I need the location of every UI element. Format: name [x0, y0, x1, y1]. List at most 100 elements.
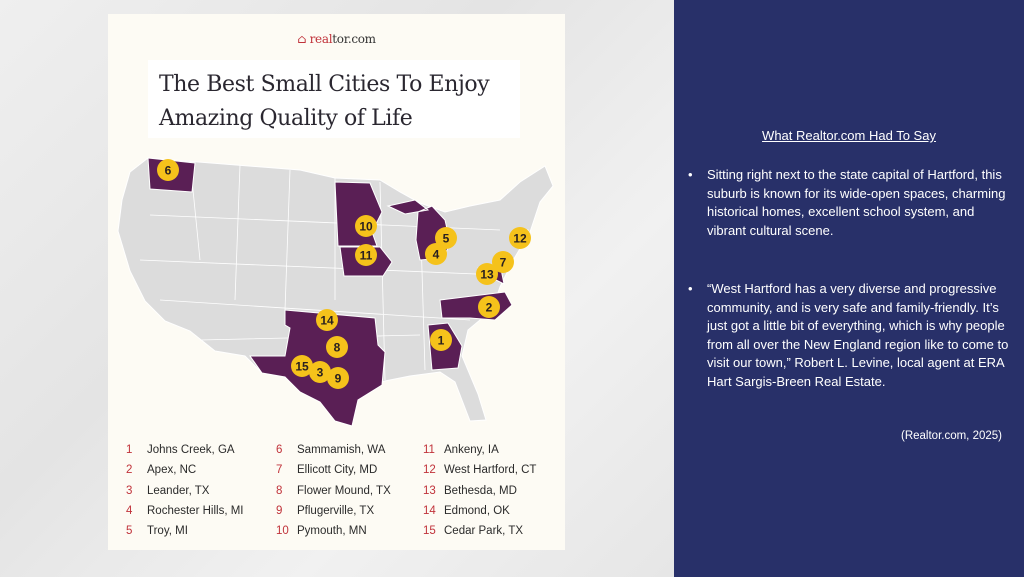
city-list-item: 5 Troy, MI [126, 525, 188, 537]
logo-text-prefix: real [309, 32, 333, 46]
marker-circle [425, 243, 447, 265]
city-list-item: 2 Apex, NC [126, 464, 196, 476]
rank-number: 1 [126, 444, 133, 456]
city-name: Pymouth, MN [297, 525, 367, 538]
city-list-item: 6 Sammamish, WA [276, 444, 385, 456]
map-marker-11: 11 [355, 244, 377, 266]
marker-label: 2 [486, 301, 493, 315]
rank-number: 2 [126, 464, 133, 477]
map-marker-9: 9 [327, 367, 349, 389]
rank-number: 6 [276, 444, 283, 456]
map-marker-3: 3 [309, 361, 331, 383]
city-list-item: 15 Cedar Park, TX [423, 525, 523, 537]
marker-circle [326, 336, 348, 358]
bullet-text: “West Hartford has a very diverse and pr… [707, 281, 1009, 389]
bullet-marker: • [688, 167, 693, 182]
marker-label: 3 [317, 366, 324, 380]
city-name: Leander, TX [147, 484, 210, 497]
city-name: West Hartford, CT [444, 464, 537, 477]
marker-label: 15 [295, 360, 309, 374]
city-list-item: 11 Ankeny, IA [423, 444, 499, 456]
marker-label: 6 [165, 164, 172, 178]
marker-circle [327, 367, 349, 389]
marker-label: 11 [360, 249, 373, 263]
realtor-logo: ⌂ realtor.com [297, 32, 376, 46]
city-name: Apex, NC [147, 464, 197, 477]
marker-circle [157, 159, 179, 181]
city-list-item: 8 Flower Mound, TX [276, 485, 391, 497]
map-marker-14: 14 [316, 309, 338, 331]
marker-circle [476, 263, 498, 285]
title-line-2: Amazing Quality of Life [159, 106, 413, 131]
city-name: Ankeny, IA [444, 444, 499, 456]
citation: (Realtor.com, 2025) [901, 430, 1002, 442]
commentary-panel: What Realtor.com Had To Say • Sitting ri… [674, 0, 1024, 577]
rank-number: 8 [276, 484, 283, 497]
poster-title: The Best Small Cities To Enjoy Amazing Q… [159, 68, 490, 136]
city-name: Bethesda, MD [444, 484, 517, 497]
rank-number: 13 [423, 484, 436, 497]
bullet-1: • Sitting right next to the state capita… [688, 166, 1013, 240]
rank-number: 5 [126, 525, 133, 538]
marker-circle [309, 361, 331, 383]
map-marker-13: 13 [476, 263, 498, 285]
marker-label: 14 [320, 314, 334, 328]
rank-number: 4 [126, 504, 133, 517]
city-name: Cedar Park, TX [444, 525, 524, 538]
marker-circle [435, 227, 457, 249]
city-list-item: 9 Pflugerville, TX [276, 505, 374, 517]
bullet-marker: • [688, 281, 693, 296]
marker-circle [509, 227, 531, 249]
marker-circle [291, 355, 313, 377]
rank-number: 15 [423, 525, 436, 538]
marker-circle [316, 309, 338, 331]
marker-label: 4 [433, 248, 440, 262]
city-name: Johns Creek, GA [147, 444, 235, 456]
city-name: Troy, MI [147, 525, 188, 538]
rank-number: 12 [423, 464, 436, 477]
rank-number: 10 [276, 525, 289, 538]
bullet-2: • “West Hartford has a very diverse and … [688, 280, 1013, 391]
city-name: Pflugerville, TX [297, 504, 375, 517]
marker-circle [355, 244, 377, 266]
rank-number: 7 [276, 464, 283, 477]
title-line-1: The Best Small Cities To Enjoy [159, 72, 490, 97]
rank-number: 9 [276, 504, 283, 517]
map-marker-1: 1 [430, 329, 452, 351]
bullet-text: Sitting right next to the state capital … [707, 167, 1006, 238]
city-list-item: 12 West Hartford, CT [423, 464, 536, 476]
marker-label: 9 [335, 372, 342, 386]
map-marker-4: 4 [425, 243, 447, 265]
marker-circle [430, 329, 452, 351]
map-marker-2: 2 [478, 296, 500, 318]
map-marker-8: 8 [326, 336, 348, 358]
city-name: Flower Mound, TX [297, 484, 391, 497]
marker-label: 8 [334, 341, 341, 355]
city-list-item: 4 Rochester Hills, MI [126, 505, 244, 517]
city-list-item: 10 Pymouth, MN [276, 525, 367, 537]
city-name: Rochester Hills, MI [147, 504, 244, 517]
rank-number: 11 [423, 444, 435, 456]
marker-label: 10 [359, 220, 373, 234]
map-marker-5: 5 [435, 227, 457, 249]
city-name: Ellicott City, MD [297, 464, 378, 477]
marker-circle [355, 215, 377, 237]
panel-heading: What Realtor.com Had To Say [762, 128, 936, 143]
marker-label: 1 [438, 334, 445, 348]
map-marker-10: 10 [355, 215, 377, 237]
marker-label: 5 [443, 232, 450, 246]
map-marker-7: 7 [492, 251, 514, 273]
marker-label: 13 [480, 268, 494, 282]
map-marker-15: 15 [291, 355, 313, 377]
marker-label: 12 [513, 232, 527, 246]
title-box: The Best Small Cities To Enjoy Amazing Q… [148, 60, 520, 138]
marker-circle [478, 296, 500, 318]
city-name: Sammamish, WA [297, 444, 386, 456]
city-list-item: 14 Edmond, OK [423, 505, 510, 517]
logo-text-suffix: tor.com [332, 32, 376, 46]
city-list-item: 3 Leander, TX [126, 485, 209, 497]
map-marker-6: 6 [157, 159, 179, 181]
city-list-item: 13 Bethesda, MD [423, 485, 517, 497]
